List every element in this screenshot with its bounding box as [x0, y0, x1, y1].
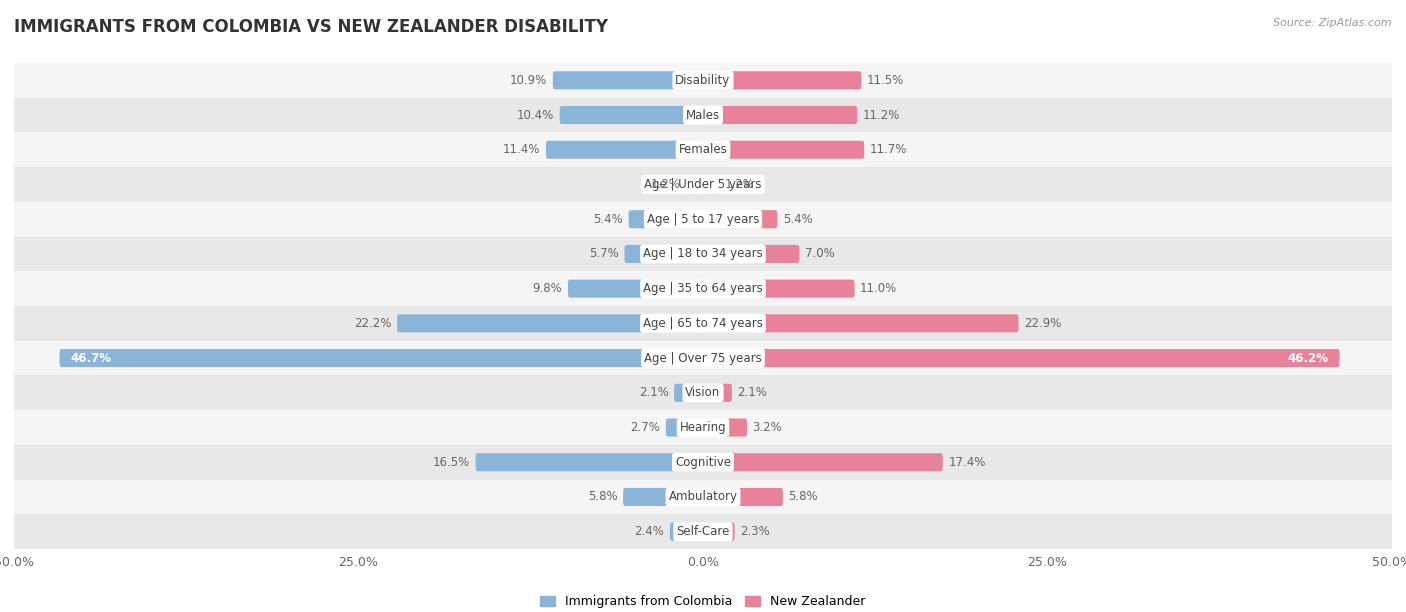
Bar: [14, 375, 1392, 410]
FancyBboxPatch shape: [703, 349, 1340, 367]
Text: 5.8%: 5.8%: [789, 490, 818, 504]
Bar: [14, 445, 1392, 480]
Text: 10.4%: 10.4%: [517, 108, 554, 122]
Text: Disability: Disability: [675, 74, 731, 87]
FancyBboxPatch shape: [673, 384, 703, 402]
FancyBboxPatch shape: [703, 71, 862, 89]
Text: Age | Under 5 years: Age | Under 5 years: [644, 178, 762, 191]
Text: 10.9%: 10.9%: [510, 74, 547, 87]
Bar: [14, 341, 1392, 375]
FancyBboxPatch shape: [703, 280, 855, 297]
Text: 11.4%: 11.4%: [503, 143, 540, 156]
Bar: [14, 480, 1392, 514]
Text: IMMIGRANTS FROM COLOMBIA VS NEW ZEALANDER DISABILITY: IMMIGRANTS FROM COLOMBIA VS NEW ZEALANDE…: [14, 18, 607, 36]
Text: Hearing: Hearing: [679, 421, 727, 434]
Text: 2.3%: 2.3%: [740, 525, 770, 538]
Text: Ambulatory: Ambulatory: [668, 490, 738, 504]
Text: 46.7%: 46.7%: [70, 351, 111, 365]
Text: Cognitive: Cognitive: [675, 456, 731, 469]
Text: 5.8%: 5.8%: [588, 490, 617, 504]
Text: 2.1%: 2.1%: [738, 386, 768, 399]
Text: 11.7%: 11.7%: [870, 143, 907, 156]
Text: Age | 35 to 64 years: Age | 35 to 64 years: [643, 282, 763, 295]
FancyBboxPatch shape: [669, 523, 703, 541]
FancyBboxPatch shape: [703, 453, 943, 471]
Text: 22.2%: 22.2%: [354, 317, 392, 330]
FancyBboxPatch shape: [560, 106, 703, 124]
FancyBboxPatch shape: [703, 384, 733, 402]
FancyBboxPatch shape: [396, 315, 703, 332]
FancyBboxPatch shape: [568, 280, 703, 297]
FancyBboxPatch shape: [703, 419, 747, 436]
FancyBboxPatch shape: [475, 453, 703, 471]
FancyBboxPatch shape: [703, 488, 783, 506]
Bar: [14, 167, 1392, 202]
Text: 5.7%: 5.7%: [589, 247, 619, 261]
FancyBboxPatch shape: [703, 315, 1018, 332]
Text: 3.2%: 3.2%: [752, 421, 782, 434]
Text: 2.7%: 2.7%: [630, 421, 661, 434]
FancyBboxPatch shape: [624, 245, 703, 263]
Text: 2.4%: 2.4%: [634, 525, 665, 538]
Text: Age | 65 to 74 years: Age | 65 to 74 years: [643, 317, 763, 330]
Text: Age | Over 75 years: Age | Over 75 years: [644, 351, 762, 365]
Text: 9.8%: 9.8%: [533, 282, 562, 295]
Text: Age | 18 to 34 years: Age | 18 to 34 years: [643, 247, 763, 261]
FancyBboxPatch shape: [59, 349, 703, 367]
Bar: [14, 237, 1392, 271]
Bar: [14, 202, 1392, 237]
FancyBboxPatch shape: [703, 245, 800, 263]
Bar: [14, 132, 1392, 167]
Text: Source: ZipAtlas.com: Source: ZipAtlas.com: [1274, 18, 1392, 28]
FancyBboxPatch shape: [703, 523, 735, 541]
Text: 11.2%: 11.2%: [863, 108, 900, 122]
Text: Age | 5 to 17 years: Age | 5 to 17 years: [647, 213, 759, 226]
Bar: [14, 98, 1392, 132]
Bar: [14, 410, 1392, 445]
Legend: Immigrants from Colombia, New Zealander: Immigrants from Colombia, New Zealander: [536, 590, 870, 612]
Text: Females: Females: [679, 143, 727, 156]
Bar: [14, 514, 1392, 549]
FancyBboxPatch shape: [703, 210, 778, 228]
FancyBboxPatch shape: [628, 210, 703, 228]
Text: 22.9%: 22.9%: [1024, 317, 1062, 330]
FancyBboxPatch shape: [623, 488, 703, 506]
Text: 7.0%: 7.0%: [806, 247, 835, 261]
Text: Self-Care: Self-Care: [676, 525, 730, 538]
Bar: [14, 306, 1392, 341]
Bar: [14, 63, 1392, 98]
Text: Vision: Vision: [685, 386, 721, 399]
FancyBboxPatch shape: [703, 141, 865, 159]
FancyBboxPatch shape: [703, 176, 720, 193]
Text: 1.2%: 1.2%: [651, 178, 681, 191]
Text: 2.1%: 2.1%: [638, 386, 669, 399]
Text: 17.4%: 17.4%: [948, 456, 986, 469]
FancyBboxPatch shape: [703, 106, 858, 124]
FancyBboxPatch shape: [546, 141, 703, 159]
Text: 5.4%: 5.4%: [593, 213, 623, 226]
FancyBboxPatch shape: [553, 71, 703, 89]
Text: 1.2%: 1.2%: [725, 178, 755, 191]
Text: 5.4%: 5.4%: [783, 213, 813, 226]
Text: 46.2%: 46.2%: [1288, 351, 1329, 365]
FancyBboxPatch shape: [666, 419, 703, 436]
Bar: [14, 271, 1392, 306]
Text: 11.5%: 11.5%: [868, 74, 904, 87]
Text: 16.5%: 16.5%: [433, 456, 470, 469]
Text: 11.0%: 11.0%: [860, 282, 897, 295]
Text: Males: Males: [686, 108, 720, 122]
FancyBboxPatch shape: [686, 176, 703, 193]
